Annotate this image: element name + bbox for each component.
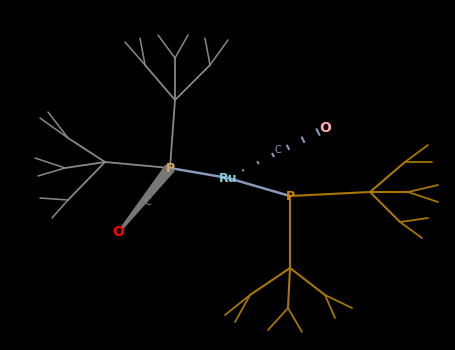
Polygon shape <box>121 165 174 229</box>
Text: P: P <box>166 161 175 175</box>
Text: C: C <box>145 197 152 207</box>
Text: O: O <box>112 225 124 239</box>
Text: P: P <box>285 189 294 203</box>
Text: O: O <box>319 121 331 135</box>
Text: C: C <box>275 145 281 155</box>
Text: Ru: Ru <box>219 172 237 184</box>
